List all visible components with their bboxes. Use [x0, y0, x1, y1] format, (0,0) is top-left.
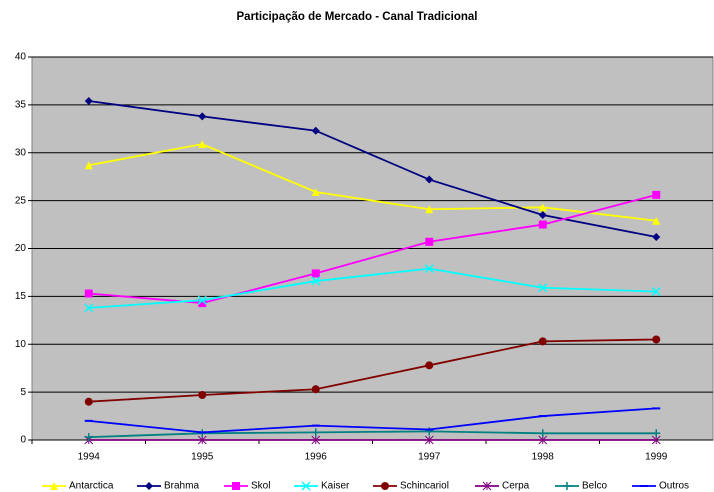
marker — [425, 237, 434, 246]
marker — [232, 482, 240, 490]
marker — [198, 299, 207, 308]
legend-label: Skol — [251, 481, 270, 492]
legend-label: Cerpa — [502, 481, 530, 492]
marker — [538, 203, 547, 212]
x-tick-label: 1997 — [418, 452, 441, 463]
legend-label: Antarctica — [69, 481, 114, 492]
series-line — [88, 100, 657, 238]
marker — [301, 481, 311, 491]
marker — [652, 429, 661, 438]
marker — [538, 283, 548, 293]
marker — [198, 140, 207, 149]
marker — [311, 126, 320, 135]
marker — [538, 337, 547, 346]
marker — [311, 428, 320, 437]
marker — [538, 220, 547, 229]
legend-label: Belco — [582, 481, 607, 492]
series-line — [88, 338, 657, 403]
marker — [425, 175, 434, 184]
marker — [198, 390, 207, 399]
marker — [652, 233, 661, 242]
marker — [84, 289, 93, 298]
marker — [197, 435, 207, 445]
legend-label: Outros — [659, 481, 689, 492]
marker — [311, 188, 320, 197]
y-tick-label: 10 — [15, 339, 27, 350]
marker — [538, 210, 547, 219]
y-tick-label: 40 — [15, 52, 27, 63]
series-line — [88, 143, 657, 222]
chart-title: Participação de Mercado - Canal Tradicio… — [237, 11, 478, 23]
marker — [311, 385, 320, 394]
y-tick-label: 20 — [15, 243, 27, 254]
x-tick-label: 1995 — [191, 452, 214, 463]
y-tick-label: 5 — [20, 387, 26, 398]
marker — [563, 482, 571, 490]
marker — [197, 295, 207, 305]
marker — [651, 435, 661, 445]
marker — [198, 112, 207, 121]
marker — [311, 435, 321, 445]
marker — [84, 97, 93, 106]
series-line — [88, 407, 657, 434]
marker — [425, 205, 434, 214]
series-line — [88, 430, 657, 439]
marker — [651, 287, 661, 297]
marker — [381, 482, 389, 490]
marker — [652, 335, 661, 344]
y-tick-label: 0 — [20, 435, 26, 446]
legend-label: Schincariol — [400, 481, 449, 492]
x-tick-label: 1996 — [305, 452, 328, 463]
x-tick-label: 1999 — [645, 452, 668, 463]
marker — [311, 269, 320, 278]
y-tick-label: 35 — [15, 100, 27, 111]
legend-label: Kaiser — [321, 481, 350, 492]
marker — [424, 264, 434, 274]
marker — [84, 161, 93, 170]
y-tick-label: 30 — [15, 147, 27, 158]
marker — [84, 433, 93, 442]
marker — [84, 397, 93, 406]
marker — [50, 482, 58, 490]
marker — [311, 276, 321, 286]
y-tick-label: 25 — [15, 195, 27, 206]
marker — [538, 435, 548, 445]
marker — [425, 361, 434, 370]
marker — [652, 216, 661, 225]
marker — [84, 303, 94, 313]
x-tick-label: 1998 — [532, 452, 555, 463]
marker — [652, 190, 661, 199]
marker — [482, 481, 492, 491]
marker — [424, 435, 434, 445]
x-tick-label: 1994 — [78, 452, 101, 463]
marker — [538, 429, 547, 438]
series-line — [88, 267, 657, 309]
y-tick-label: 15 — [15, 291, 27, 302]
marker — [145, 482, 153, 490]
legend-label: Brahma — [164, 481, 199, 492]
